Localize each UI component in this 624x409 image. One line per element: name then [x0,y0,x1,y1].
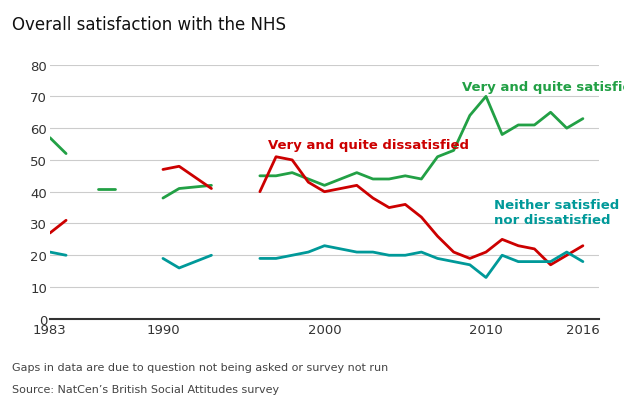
Text: Source: NatCen’s British Social Attitudes survey: Source: NatCen’s British Social Attitude… [12,384,280,394]
Text: Neither satisfied
nor dissatisfied: Neither satisfied nor dissatisfied [494,199,619,227]
Text: Overall satisfaction with the NHS: Overall satisfaction with the NHS [12,16,286,34]
Text: Gaps in data are due to question not being asked or survey not run: Gaps in data are due to question not bei… [12,362,389,372]
Text: Very and quite dissatisfied: Very and quite dissatisfied [268,138,469,151]
Text: Very and quite satisfied: Very and quite satisfied [462,81,624,94]
